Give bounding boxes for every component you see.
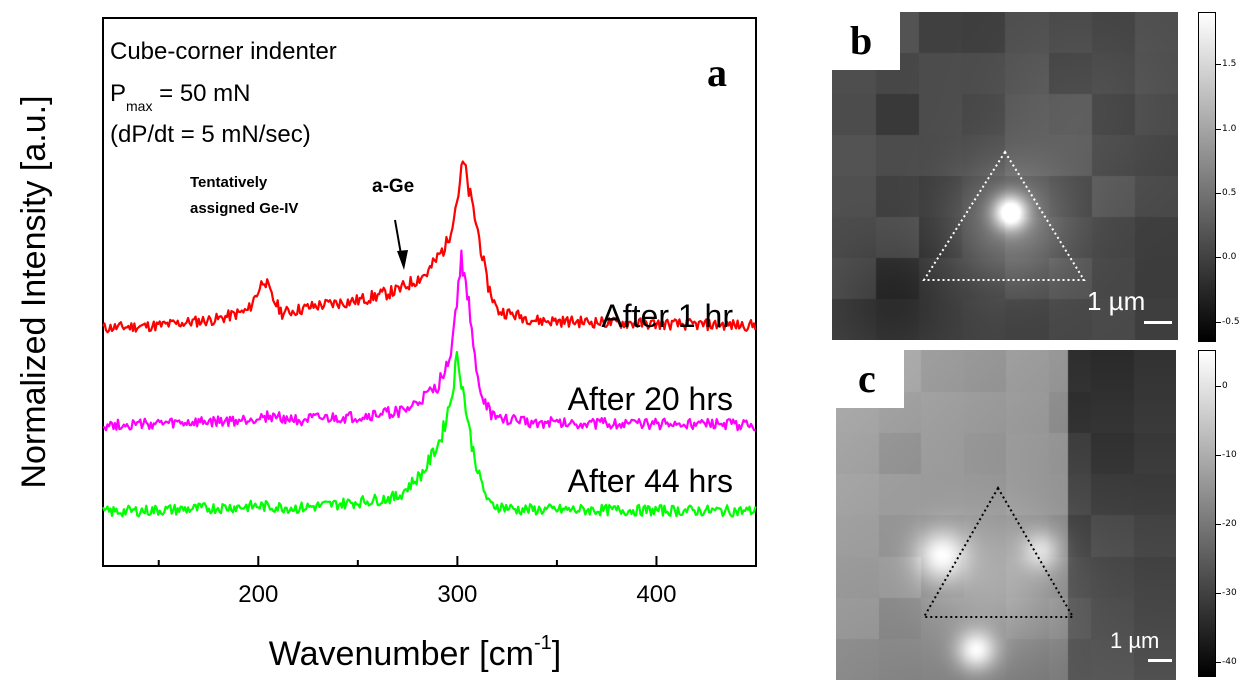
plot-frame	[102, 17, 757, 567]
tentative-annotation-line1: Tentatively	[190, 174, 268, 191]
series-line-after-44-hrs	[102, 350, 757, 518]
scale-bar-label-c: 1 µm	[1110, 628, 1160, 653]
panel-label-c-box: c	[836, 350, 904, 408]
map-c: c 1 µm	[836, 350, 1176, 680]
colorbar-tick	[1215, 385, 1221, 387]
panel-label-b-box: b	[832, 12, 900, 70]
x-axis-ticks: 200 300 400	[157, 556, 757, 608]
colorbar-tick-label: 0.5	[1222, 188, 1237, 199]
x-tick-label: 400	[636, 581, 676, 608]
series-label-after-44-hrs: After 44 hrs	[568, 463, 733, 499]
colorbar-tick	[1215, 523, 1221, 525]
colorbar-c: -40 -30 -20 -10 0	[1198, 350, 1237, 677]
colorbar-tick-label: 0	[1222, 380, 1228, 391]
series-label-after-1-hr: After 1 hr	[601, 298, 733, 334]
age-arrow	[394, 219, 408, 270]
colorbar-tick	[1215, 64, 1221, 66]
map-b: b 1 µm	[832, 12, 1178, 340]
raman-spectra-chart: 200 300 400 Normalized Intensity [a.u.] Wa…	[15, 17, 757, 673]
colorbar-b: -0.5 0.0 0.5 1.0 1.5	[1198, 12, 1240, 342]
colorbar-tick-label: -30	[1222, 588, 1237, 599]
colorbar-tick	[1215, 662, 1221, 664]
y-axis-label: Normalized Intensity [a.u.]	[15, 95, 53, 488]
colorbar-tick-label: 1.5	[1222, 59, 1237, 70]
colorbar-tick	[1215, 593, 1221, 595]
colorbar-tick-label: -20	[1222, 518, 1237, 529]
colorbar-tick	[1215, 128, 1221, 130]
colorbar-tick-label: -10	[1222, 449, 1237, 460]
colorbar-tick-label: -40	[1222, 657, 1237, 668]
panel-label-b: b	[850, 18, 873, 63]
pmax-annotation: Pmax = 50 mN	[110, 80, 251, 114]
series-layer	[102, 160, 757, 518]
scale-bar-label-b: 1 µm	[1087, 286, 1146, 316]
age-annotation: a-Ge	[372, 176, 414, 197]
scale-bar-c	[1148, 659, 1172, 662]
colorbar-tick	[1215, 321, 1221, 323]
panel-label-a: a	[707, 50, 727, 95]
colorbar-tick-label: 0.0	[1222, 252, 1237, 263]
colorbar-tick-label: 1.0	[1222, 123, 1237, 134]
colorbar-tick	[1215, 454, 1221, 456]
x-tick-label: 200	[238, 581, 278, 608]
rate-annotation: (dP/dt = 5 mN/sec)	[110, 121, 311, 148]
x-axis-label: Wavenumber [cm-1]	[269, 632, 561, 673]
tentative-annotation-line2: assigned Ge-IV	[190, 200, 298, 217]
series-label-after-20-hrs: After 20 hrs	[568, 381, 733, 417]
indenter-annotation: Cube-corner indenter	[110, 38, 337, 65]
series-line-after-20-hrs	[102, 249, 756, 432]
colorbar-tick-label: -0.5	[1222, 316, 1240, 327]
scale-bar-b	[1144, 321, 1172, 324]
colorbar-tick	[1215, 257, 1221, 259]
colorbar-tick	[1215, 193, 1221, 195]
panel-label-c: c	[858, 356, 876, 401]
indent-outline-b	[922, 150, 1086, 281]
series-line-after-1-hr	[102, 160, 757, 334]
x-tick-label: 300	[437, 581, 477, 608]
